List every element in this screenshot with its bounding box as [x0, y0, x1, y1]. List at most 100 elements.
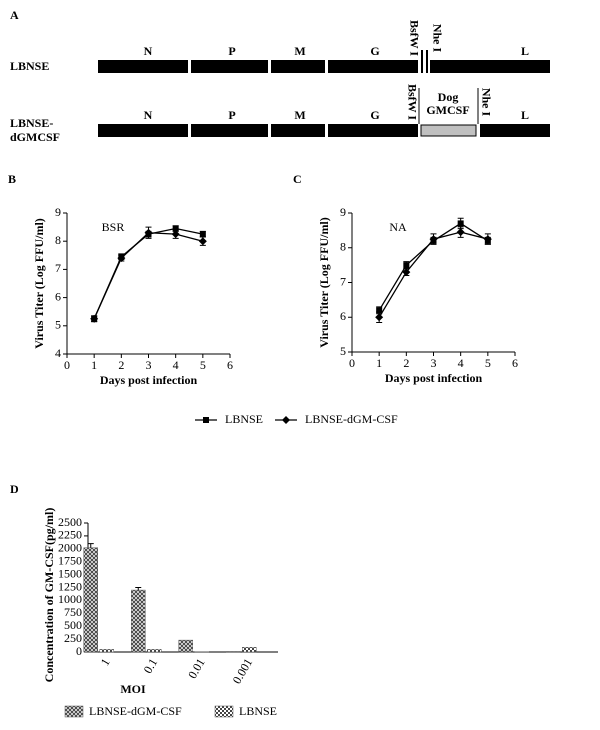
chart-title: NA: [389, 220, 407, 234]
bar: [178, 639, 193, 653]
gene-label: L: [521, 108, 529, 122]
insert-label: Dog: [438, 90, 459, 104]
y-tick-label: 0: [76, 644, 82, 658]
error-bar: [87, 543, 94, 548]
data-point: [144, 228, 153, 237]
legend-label: LBNSE: [239, 704, 277, 718]
gene-label: M: [294, 108, 305, 122]
x-tick-label: 1: [376, 356, 382, 370]
panel-label: C: [293, 172, 302, 186]
x-tick-label: 3: [146, 358, 152, 372]
construct-name: LBNSE-: [10, 116, 53, 130]
bar: [242, 647, 257, 653]
x-tick-label: 0.001: [230, 656, 256, 686]
x-tick-label: 4: [458, 356, 464, 370]
construct-name: LBNSE: [10, 59, 49, 73]
legend-swatch: [214, 705, 234, 718]
y-tick-label: 8: [340, 240, 346, 254]
gene-segment: [271, 124, 325, 137]
y-tick-label: 7: [340, 274, 346, 288]
gene-label: M: [294, 44, 305, 58]
gene-segment: [98, 124, 188, 137]
y-tick-label: 750: [64, 605, 82, 619]
gene-segment: [480, 124, 550, 137]
panel-label: B: [8, 172, 16, 186]
gene-label: P: [228, 44, 235, 58]
data-point: [429, 235, 438, 244]
y-tick-label: 9: [55, 205, 61, 219]
construct-name: dGMCSF: [10, 130, 60, 144]
bar: [99, 649, 114, 653]
y-axis-label: Virus Titer (Log FFU/ml): [317, 217, 331, 348]
y-tick-label: 9: [340, 205, 346, 219]
x-tick-label: 0: [349, 356, 355, 370]
data-point: [457, 220, 464, 227]
x-tick-label: 6: [227, 358, 233, 372]
gene-label: P: [228, 108, 235, 122]
x-axis-label: MOI: [120, 682, 146, 696]
site-label: BsfW I: [405, 84, 419, 120]
gene-label: G: [370, 44, 379, 58]
y-tick-label: 1250: [58, 579, 82, 593]
data-point: [402, 268, 411, 277]
site-bar: [426, 50, 428, 73]
data-point: [483, 235, 492, 244]
x-tick-label: 6: [512, 356, 518, 370]
y-tick-label: 6: [55, 289, 61, 303]
error-bar: [135, 587, 142, 591]
x-tick-label: 0.1: [141, 656, 161, 676]
y-tick-label: 4: [55, 346, 61, 360]
data-point: [456, 228, 465, 237]
x-tick-label: 5: [200, 358, 206, 372]
y-tick-label: 250: [64, 631, 82, 645]
gene-segment: [271, 60, 325, 73]
legend-marker: [282, 416, 290, 424]
gene-segment: [328, 124, 418, 137]
data-point: [199, 231, 206, 238]
y-tick-label: 8: [55, 233, 61, 247]
gene-label: L: [521, 44, 529, 58]
gene-label: N: [144, 44, 153, 58]
bar: [226, 651, 241, 653]
site-bar: [421, 50, 423, 73]
y-tick-label: 2000: [58, 541, 82, 555]
y-axis-label: Virus Titer (Log FFU/ml): [32, 218, 46, 349]
y-tick-label: 1500: [58, 566, 82, 580]
legend-marker: [203, 417, 209, 423]
y-tick-label: 5: [55, 318, 61, 332]
data-point: [90, 314, 99, 323]
legend-swatch: [64, 705, 84, 718]
data-line: [93, 227, 203, 320]
bar: [83, 547, 98, 653]
bar: [131, 589, 146, 653]
legend-label: LBNSE-dGM-CSF: [305, 412, 398, 426]
x-tick-label: 1: [98, 656, 113, 668]
insert-label: GMCSF: [426, 103, 469, 117]
panel-label: D: [10, 482, 19, 496]
data-line: [93, 232, 203, 320]
x-tick-label: 0: [64, 358, 70, 372]
x-tick-label: 0.01: [185, 656, 208, 681]
data-point: [403, 262, 410, 269]
gene-label: N: [144, 108, 153, 122]
gene-segment: [430, 60, 550, 73]
y-tick-label: 5: [340, 344, 346, 358]
gene-label: G: [370, 108, 379, 122]
gene-segment: [191, 124, 268, 137]
data-point: [375, 313, 384, 322]
y-tick-label: 2250: [58, 528, 82, 542]
data-point: [171, 230, 180, 239]
y-axis-label: Concentration of GM-CSF(pg/ml): [42, 508, 56, 683]
chart-title: BSR: [102, 220, 125, 234]
site-label: Nhe I: [479, 88, 493, 117]
y-tick-label: 500: [64, 618, 82, 632]
site-label: BsfW I: [407, 20, 421, 56]
bar: [147, 649, 162, 653]
x-tick-label: 5: [485, 356, 491, 370]
x-axis-label: Days post infection: [100, 373, 198, 387]
y-tick-label: 2500: [58, 515, 82, 529]
data-line: [378, 231, 488, 318]
x-tick-label: 1: [91, 358, 97, 372]
y-tick-label: 7: [55, 261, 61, 275]
